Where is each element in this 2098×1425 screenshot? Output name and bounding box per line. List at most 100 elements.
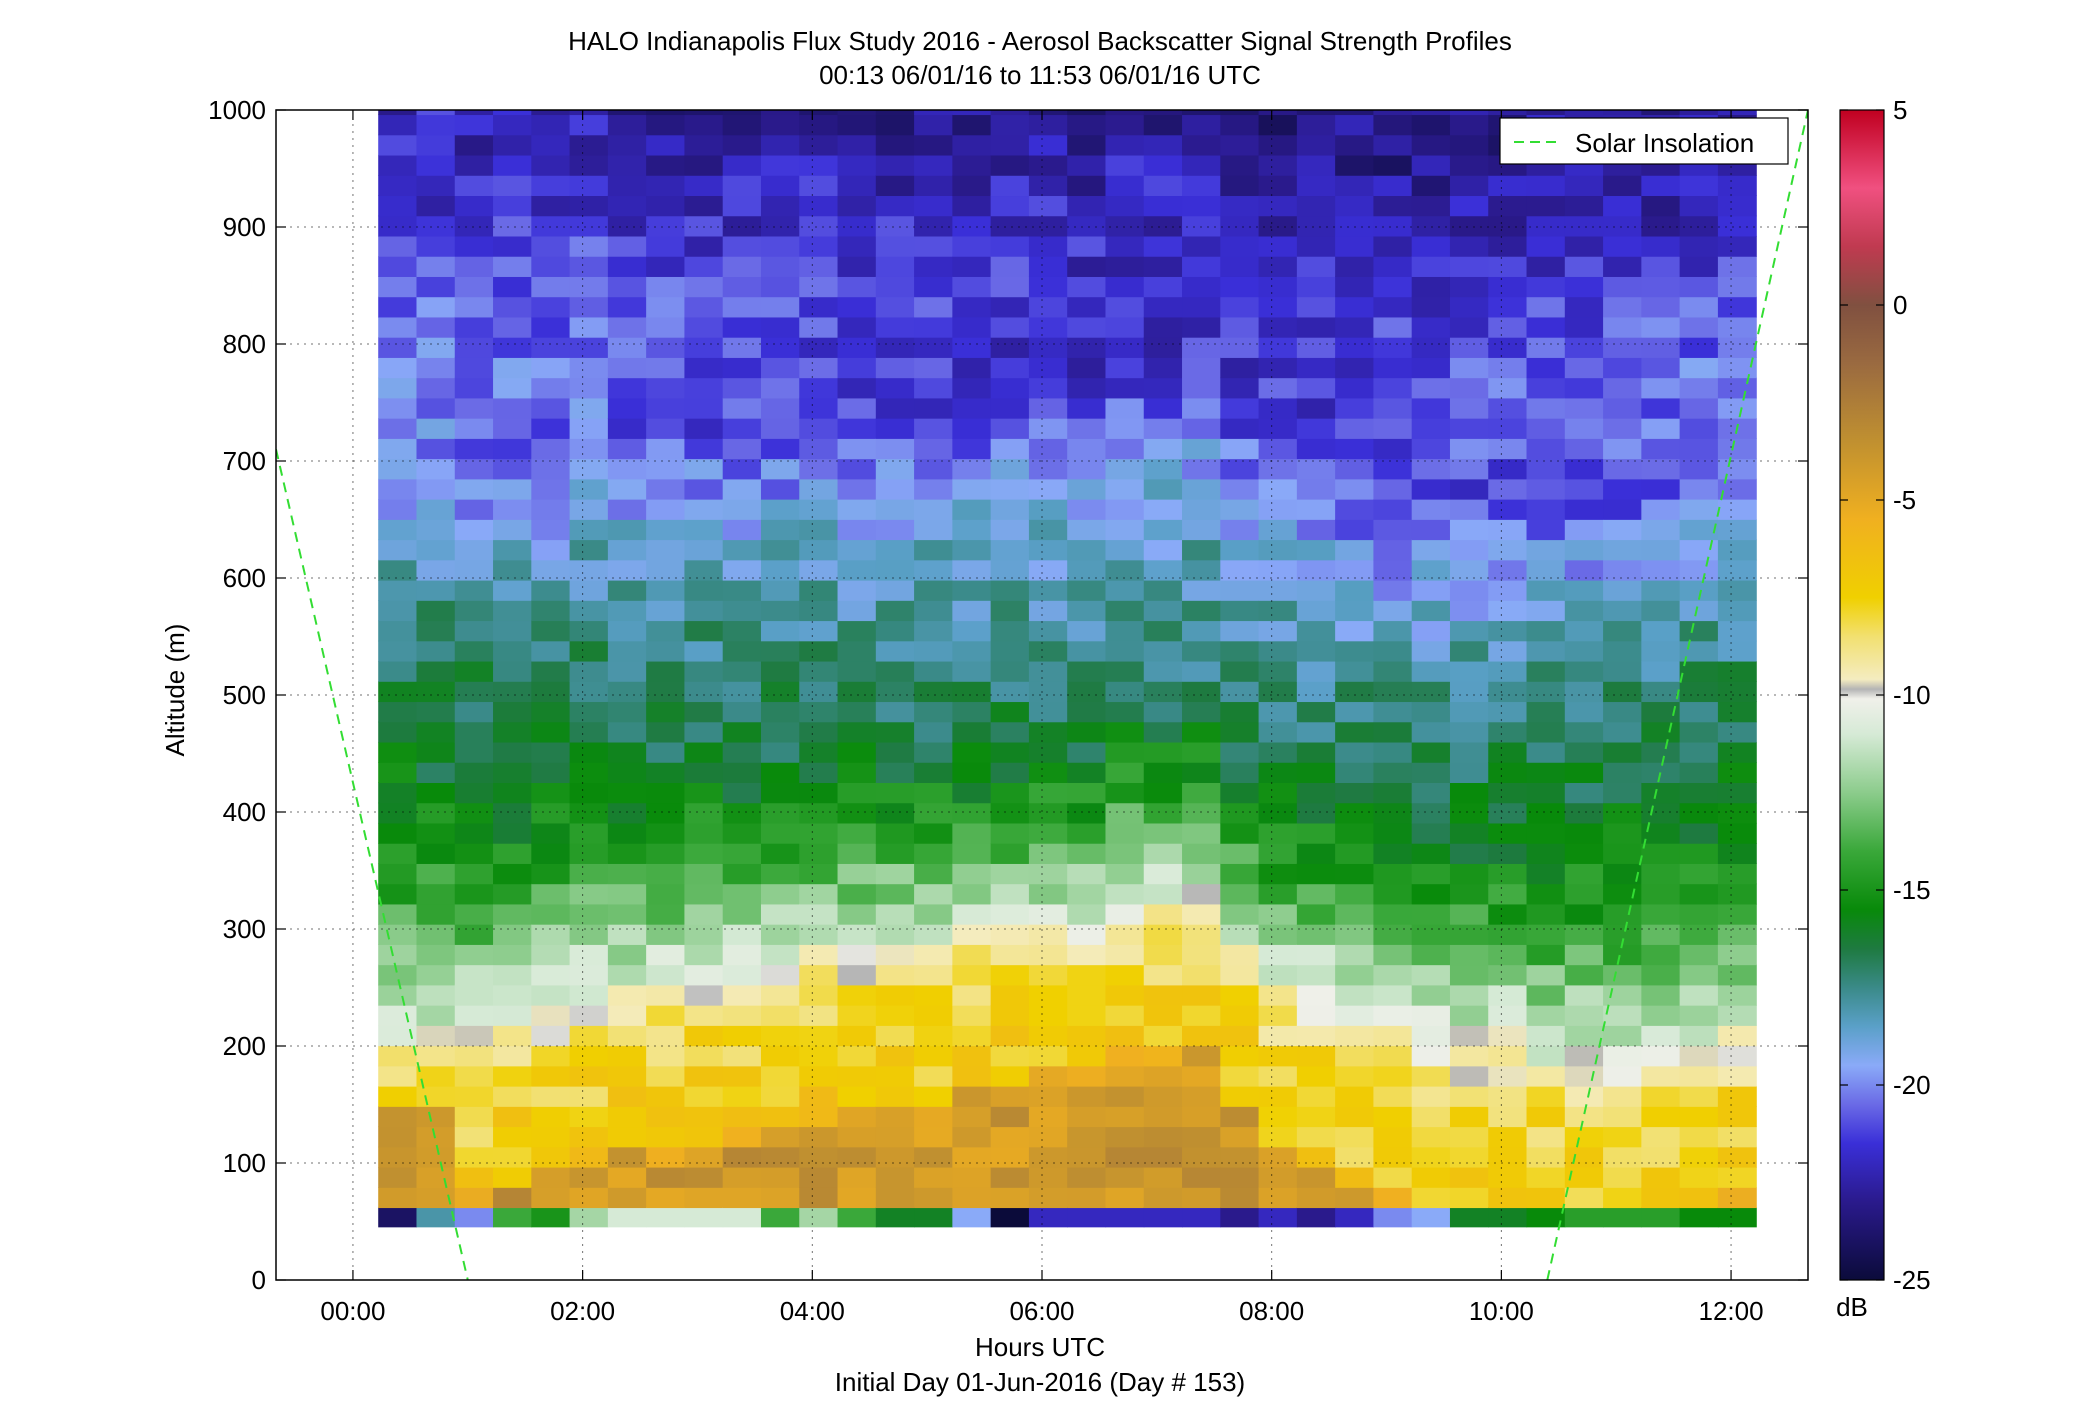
heatmap-cell — [799, 458, 839, 480]
heatmap-cell — [1220, 762, 1260, 783]
heatmap-cell — [416, 296, 456, 318]
heatmap-cell — [1335, 256, 1375, 277]
heatmap-cell — [1679, 377, 1719, 399]
colorbar-ticks: 50-5-10-15-20-25 — [1840, 95, 1931, 1295]
heatmap-cell — [1182, 1106, 1221, 1128]
heatmap-cell — [990, 235, 1030, 257]
heatmap-cell — [531, 276, 571, 298]
heatmap-cell — [1067, 600, 1107, 622]
heatmap-cell — [416, 660, 456, 682]
heatmap-cell — [493, 579, 532, 601]
heatmap-cell — [760, 337, 800, 358]
heatmap-cell — [531, 600, 571, 622]
heatmap-cell — [1105, 721, 1145, 743]
heatmap-cell — [875, 620, 915, 642]
heatmap-cell — [454, 1086, 494, 1107]
heatmap-cell — [684, 114, 724, 136]
heatmap-cell — [531, 1025, 571, 1047]
heatmap-cell — [875, 316, 915, 338]
heatmap-cell — [722, 1146, 762, 1168]
heatmap-cell — [875, 822, 915, 844]
heatmap-cell — [569, 701, 609, 723]
heatmap-cell — [1335, 579, 1375, 601]
heatmap-cell — [1296, 1126, 1336, 1148]
heatmap-cell — [569, 1146, 609, 1168]
heatmap-cell — [531, 134, 571, 156]
x-tick-label: 02:00 — [550, 1296, 615, 1326]
heatmap-cell — [1679, 296, 1719, 318]
heatmap-cell — [1067, 397, 1107, 419]
heatmap-cell — [914, 903, 953, 925]
heatmap-cell — [607, 1005, 647, 1026]
heatmap-cell — [1488, 110, 1528, 116]
heatmap-cell — [1679, 1065, 1719, 1087]
heatmap-cell — [531, 1106, 571, 1128]
heatmap-cell — [684, 782, 724, 804]
heatmap-cell — [952, 924, 992, 945]
heatmap-cell — [1028, 802, 1068, 824]
heatmap-cell — [1105, 337, 1145, 358]
heatmap-cell — [1564, 458, 1604, 480]
heatmap-cell — [1143, 296, 1183, 318]
heatmap-cell — [1564, 984, 1604, 1006]
heatmap-cell — [990, 721, 1030, 743]
heatmap-cell — [1373, 175, 1413, 197]
heatmap-cell — [569, 964, 609, 986]
heatmap-cell — [493, 681, 532, 703]
heatmap-cell — [799, 903, 839, 925]
colorbar: 50-5-10-15-20-25 dB — [1836, 95, 1930, 1322]
heatmap-cell — [1067, 984, 1107, 1006]
heatmap-cell — [1143, 579, 1183, 601]
heatmap-cell — [416, 1126, 456, 1148]
heatmap-cell — [837, 235, 877, 257]
heatmap-cell — [799, 357, 839, 379]
heatmap-cell — [1220, 681, 1260, 703]
heatmap-cell — [1679, 499, 1719, 520]
solar-insolation-line — [1546, 110, 1808, 1280]
heatmap-cell — [1335, 883, 1375, 905]
heatmap-cell — [378, 640, 418, 662]
heatmap-cell — [569, 458, 609, 480]
heatmap-cell — [1641, 964, 1681, 986]
heatmap-cell — [646, 1086, 686, 1107]
heatmap-cell — [1220, 499, 1260, 520]
heatmap-cell — [493, 903, 532, 925]
heatmap-cell — [684, 1005, 724, 1026]
heatmap-cell — [952, 235, 992, 257]
heatmap-cell — [1526, 1065, 1566, 1087]
heatmap-cell — [1182, 1207, 1221, 1228]
heatmap-cell — [493, 721, 532, 743]
heatmap-cell — [493, 1126, 532, 1148]
heatmap-cell — [799, 559, 839, 581]
heatmap-cell — [569, 843, 609, 864]
heatmap-cell — [1335, 620, 1375, 642]
heatmap-cell — [837, 701, 877, 723]
heatmap-cell — [1449, 964, 1489, 986]
heatmap-cell — [1603, 458, 1642, 480]
heatmap-cell — [1603, 964, 1642, 986]
heatmap-cell — [1335, 843, 1375, 864]
heatmap-cell — [1220, 579, 1260, 601]
heatmap-cell — [1220, 1126, 1260, 1148]
heatmap-cell — [1717, 721, 1757, 743]
heatmap-cell — [378, 215, 418, 237]
heatmap-cell — [1717, 195, 1757, 217]
heatmap-cell — [1411, 316, 1451, 338]
heatmap-cell — [1373, 782, 1413, 804]
heatmap-cell — [1449, 640, 1489, 662]
heatmap-cell — [1641, 1126, 1681, 1148]
heatmap-cell — [914, 276, 953, 298]
heatmap-cell — [1603, 903, 1642, 925]
heatmap-cell — [646, 1025, 686, 1047]
heatmap-cell — [1143, 110, 1183, 116]
heatmap-cell — [1603, 1106, 1642, 1128]
heatmap-cell — [1105, 478, 1145, 500]
heatmap-cell — [1449, 519, 1489, 541]
heatmap-cell — [1449, 802, 1489, 824]
heatmap-cell — [493, 539, 532, 561]
heatmap-cell — [1105, 1166, 1145, 1188]
heatmap-cell — [1411, 154, 1451, 176]
heatmap-cell — [1220, 438, 1260, 460]
heatmap-cell — [799, 175, 839, 197]
heatmap-cell — [990, 1045, 1030, 1067]
